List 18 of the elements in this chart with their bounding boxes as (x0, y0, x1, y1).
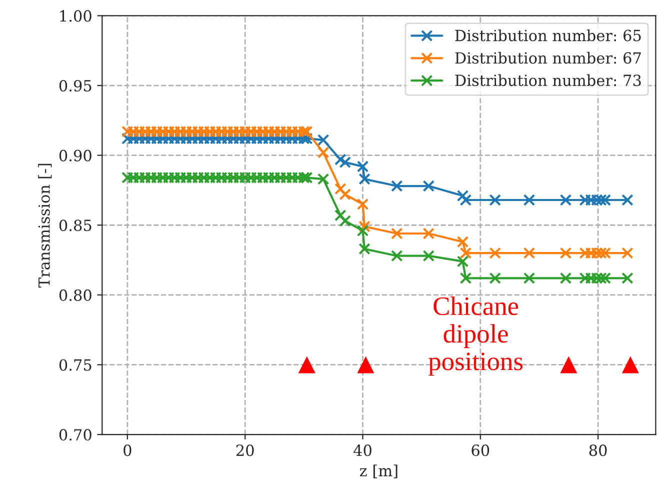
x-axis-title: z [m] (360, 464, 398, 478)
legend-label: Distribution number: 67 (455, 52, 641, 64)
y-tick-label: 0.80 (59, 289, 92, 301)
y-tick-label: 0.90 (59, 150, 92, 162)
x-tick-label: 60 (472, 444, 490, 456)
legend-label: Distribution number: 73 (455, 74, 641, 86)
y-axis-title: Transmission [-] (38, 164, 52, 288)
annotation: Chicane dipole positions (428, 296, 522, 376)
y-tick-label: 0.85 (59, 220, 92, 232)
x-tick-label: 20 (236, 444, 254, 456)
x-tick-label: 0 (124, 444, 132, 456)
y-tick-label: 0.70 (59, 429, 92, 441)
x-tick-label: 40 (353, 444, 372, 456)
x-tick-label: 80 (589, 444, 607, 456)
y-tick-label: 0.75 (59, 359, 92, 371)
legend-label: Distribution number: 65 (455, 29, 641, 42)
y-tick-label: 0.95 (59, 80, 92, 92)
y-tick-label: 1.00 (60, 10, 92, 22)
